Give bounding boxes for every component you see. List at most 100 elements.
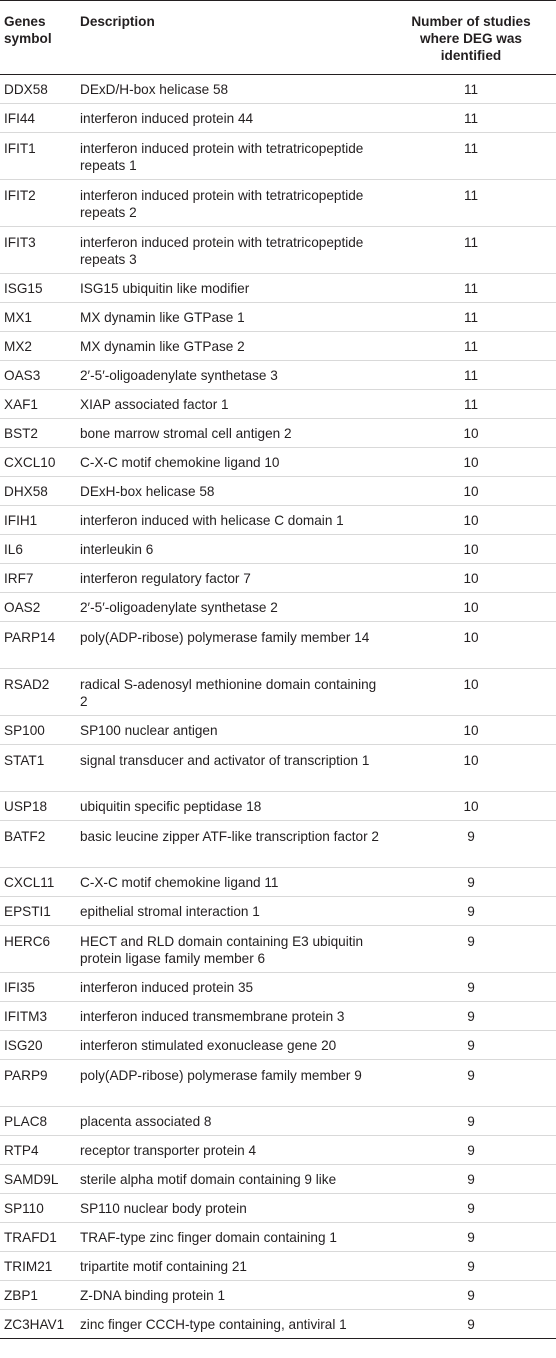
study-count-cell: 10 [386,791,556,821]
gene-symbol-cell: DDX58 [0,74,76,104]
gene-description-cell: basic leucine zipper ATF-like transcript… [76,820,386,868]
gene-description-cell: poly(ADP-ribose) polymerase family membe… [76,621,386,669]
table-row: IFIT3 interferon induced protein with tet… [0,226,556,274]
gene-symbol-cell: IL6 [0,534,76,564]
gene-description-cell: MX dynamin like GTPase 2 [76,331,386,361]
gene-symbol-cell: TRIM21 [0,1251,76,1281]
gene-description-cell: DExH-box helicase 58 [76,476,386,506]
study-count-cell: 10 [386,418,556,448]
gene-description-cell: C-X-C motif chemokine ligand 11 [76,867,386,897]
gene-description-cell: bone marrow stromal cell antigen 2 [76,418,386,448]
gene-symbol-cell: CXCL10 [0,447,76,477]
header-genes-symbol: Genes symbol [0,0,76,75]
gene-description-cell: poly(ADP-ribose) polymerase family membe… [76,1059,386,1107]
table-row: DDX58 DExD/H-box helicase 58 11 [0,74,556,104]
gene-description-cell: zinc finger CCCH-type containing, antivi… [76,1309,386,1339]
study-count-cell: 9 [386,1251,556,1281]
table-header: Genes symbol Description Number of studi… [0,0,556,75]
gene-symbol-cell: EPSTI1 [0,896,76,926]
gene-symbol-cell: RTP4 [0,1135,76,1165]
gene-symbol-cell: SAMD9L [0,1164,76,1194]
gene-description-cell: receptor transporter protein 4 [76,1135,386,1165]
study-count-cell: 11 [386,74,556,104]
gene-description-cell: interleukin 6 [76,534,386,564]
study-count-cell: 9 [386,972,556,1002]
gene-symbol-cell: XAF1 [0,389,76,419]
gene-symbol-cell: MX2 [0,331,76,361]
gene-description-cell: HECT and RLD domain containing E3 ubiqui… [76,925,386,973]
gene-symbol-cell: PLAC8 [0,1106,76,1136]
study-count-cell: 9 [386,896,556,926]
table-row: SP100 SP100 nuclear antigen 10 [0,715,556,745]
gene-description-cell: interferon induced protein 35 [76,972,386,1002]
study-count-cell: 10 [386,621,556,669]
gene-symbol-cell: IFIT2 [0,179,76,227]
gene-symbol-cell: OAS2 [0,592,76,622]
study-count-cell: 11 [386,179,556,227]
study-count-cell: 9 [386,1222,556,1252]
gene-symbol-cell: IFIH1 [0,505,76,535]
table-row: BST2 bone marrow stromal cell antigen 2 10 [0,418,556,448]
study-count-cell: 9 [386,1164,556,1194]
study-count-cell: 11 [386,132,556,180]
gene-description-cell: interferon induced protein 44 [76,103,386,133]
table-row: OAS3 2′-5′-oligoadenylate synthetase 3 11 [0,360,556,390]
gene-symbol-cell: IFITM3 [0,1001,76,1031]
gene-description-cell: C-X-C motif chemokine ligand 10 [76,447,386,477]
table-row: BATF2 basic leucine zipper ATF-like trans… [0,820,556,868]
gene-description-cell: radical S-adenosyl methionine domain con… [76,668,386,716]
study-count-cell: 11 [386,389,556,419]
table-row: PARP9 poly(ADP-ribose) polymerase family … [0,1059,556,1107]
study-count-cell: 11 [386,226,556,274]
study-count-cell: 11 [386,273,556,303]
study-count-cell: 9 [386,1001,556,1031]
gene-symbol-cell: IRF7 [0,563,76,593]
study-count-cell: 9 [386,925,556,973]
header-description: Description [76,0,386,75]
gene-symbol-cell: HERC6 [0,925,76,973]
gene-description-cell: signal transducer and activator of trans… [76,744,386,792]
gene-description-cell: TRAF-type zinc finger domain containing … [76,1222,386,1252]
study-count-cell: 9 [386,1309,556,1339]
table-row: IFIT2 interferon induced protein with tet… [0,179,556,227]
gene-description-cell: interferon regulatory factor 7 [76,563,386,593]
gene-description-cell: interferon stimulated exonuclease gene 2… [76,1030,386,1060]
table-row: CXCL11 C-X-C motif chemokine ligand 11 9 [0,867,556,897]
gene-symbol-cell: ZBP1 [0,1280,76,1310]
gene-symbol-cell: RSAD2 [0,668,76,716]
gene-description-cell: sterile alpha motif domain containing 9 … [76,1164,386,1194]
table-row: RSAD2 radical S-adenosyl methionine domai… [0,668,556,716]
table-row: IL6 interleukin 6 10 [0,534,556,564]
gene-symbol-cell: SP100 [0,715,76,745]
header-study-count: Number of studies where DEG was identifi… [386,0,556,75]
study-count-cell: 11 [386,331,556,361]
gene-description-cell: Z-DNA binding protein 1 [76,1280,386,1310]
study-count-cell: 9 [386,1135,556,1165]
gene-description-cell: ISG15 ubiquitin like modifier [76,273,386,303]
table-row: CXCL10 C-X-C motif chemokine ligand 10 10 [0,447,556,477]
table-row: SAMD9L sterile alpha motif domain contain… [0,1164,556,1194]
gene-description-cell: interferon induced with helicase C domai… [76,505,386,535]
table-body: DDX58 DExD/H-box helicase 58 11 IFI44 interf… [0,74,556,1339]
gene-symbol-cell: IFI44 [0,103,76,133]
gene-description-cell: SP110 nuclear body protein [76,1193,386,1223]
study-count-cell: 11 [386,302,556,332]
table-row: HERC6 HECT and RLD domain containing E3 u… [0,925,556,973]
study-count-cell: 11 [386,360,556,390]
study-count-cell: 10 [386,668,556,716]
study-count-cell: 9 [386,1030,556,1060]
study-count-cell: 10 [386,476,556,506]
gene-description-cell: SP100 nuclear antigen [76,715,386,745]
gene-description-cell: DExD/H-box helicase 58 [76,74,386,104]
gene-description-cell: tripartite motif containing 21 [76,1251,386,1281]
gene-description-cell: interferon induced transmembrane protein… [76,1001,386,1031]
table-row: PARP14 poly(ADP-ribose) polymerase family… [0,621,556,669]
table-row: IFIT1 interferon induced protein with tet… [0,132,556,180]
study-count-cell: 10 [386,563,556,593]
study-count-cell: 10 [386,744,556,792]
gene-symbol-cell: MX1 [0,302,76,332]
